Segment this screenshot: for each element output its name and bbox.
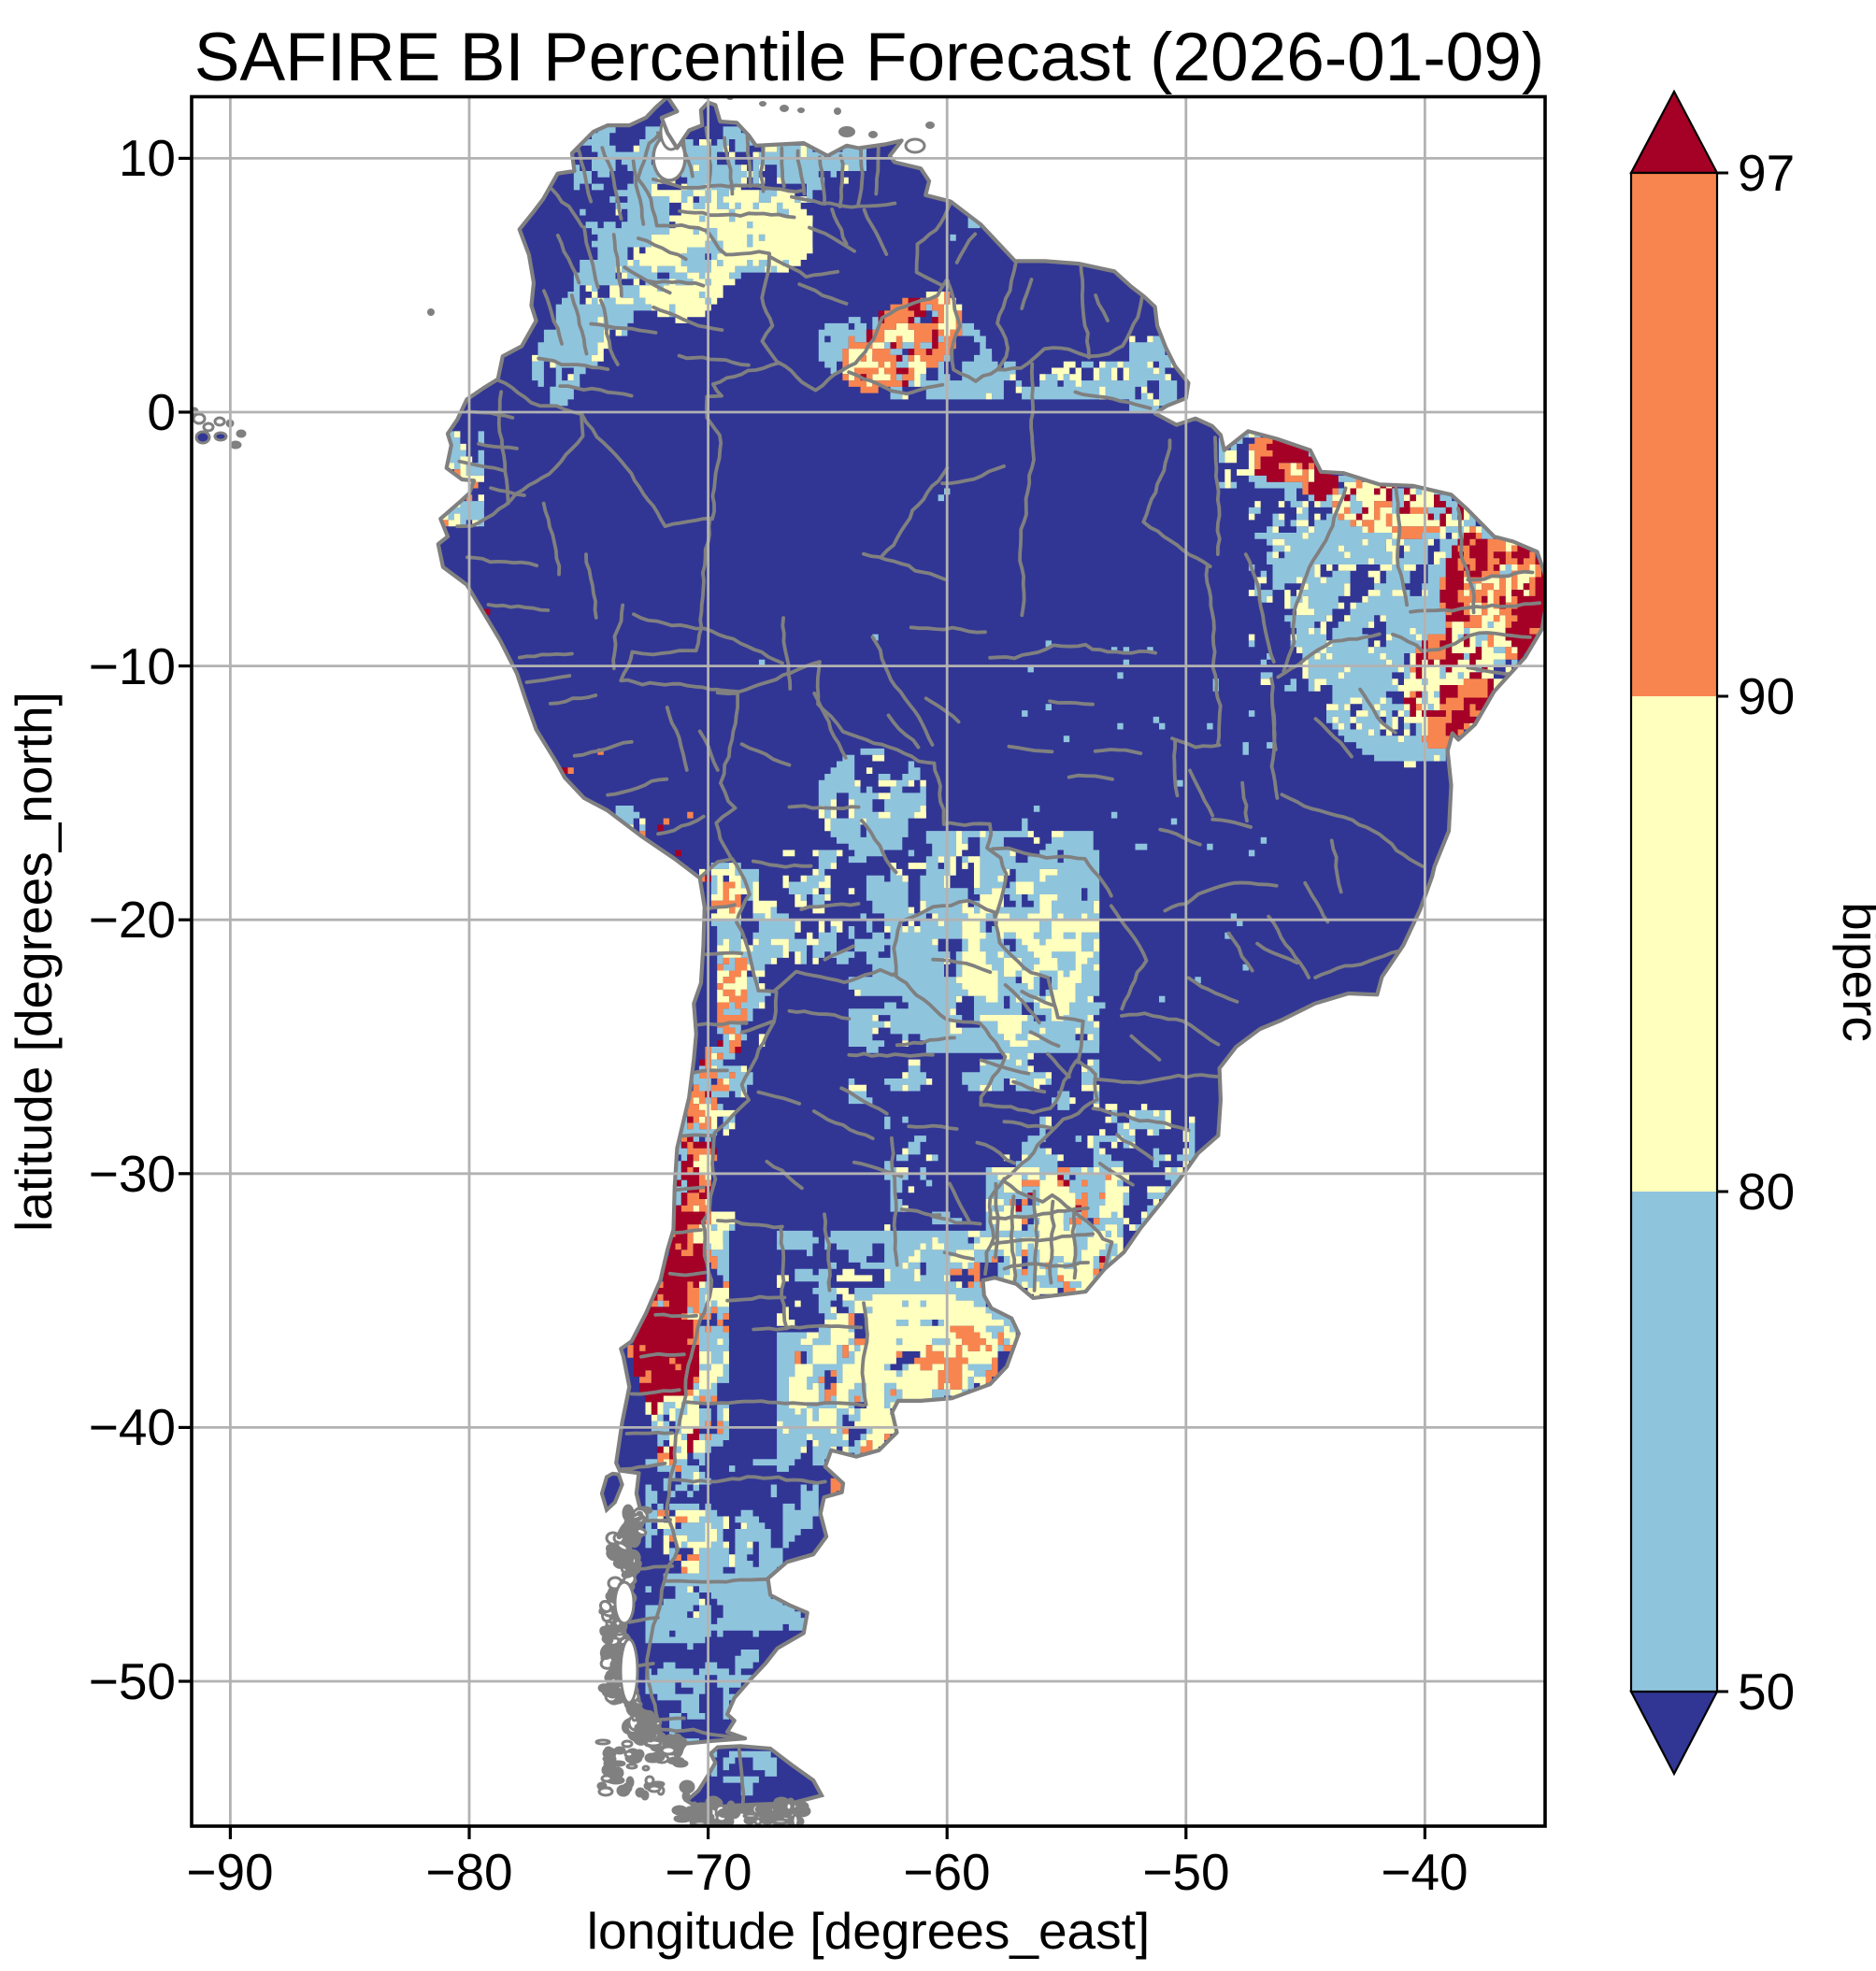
svg-text:−70: −70 bbox=[665, 1843, 752, 1901]
svg-text:latitude [degrees_north]: latitude [degrees_north] bbox=[5, 692, 63, 1232]
svg-text:−40: −40 bbox=[1381, 1843, 1468, 1901]
svg-text:10: 10 bbox=[119, 129, 176, 187]
svg-text:−30: −30 bbox=[89, 1145, 176, 1203]
svg-text:0: 0 bbox=[147, 383, 176, 441]
svg-text:−20: −20 bbox=[89, 891, 176, 949]
svg-text:−50: −50 bbox=[1142, 1843, 1229, 1901]
svg-text:−10: −10 bbox=[89, 637, 176, 695]
svg-text:50: 50 bbox=[1738, 1663, 1795, 1721]
svg-text:97: 97 bbox=[1738, 144, 1795, 202]
svg-text:−90: −90 bbox=[186, 1843, 273, 1901]
svg-text:−60: −60 bbox=[903, 1843, 990, 1901]
svg-text:SAFIRE BI Percentile Forecast: SAFIRE BI Percentile Forecast (2026-01-0… bbox=[194, 20, 1544, 95]
svg-text:90: 90 bbox=[1738, 667, 1795, 725]
svg-text:−50: −50 bbox=[89, 1652, 176, 1710]
svg-text:−40: −40 bbox=[89, 1398, 176, 1456]
svg-text:80: 80 bbox=[1738, 1163, 1795, 1221]
svg-text:longitude [degrees_east]: longitude [degrees_east] bbox=[587, 1902, 1150, 1960]
svg-text:biperc: biperc bbox=[1832, 902, 1876, 1042]
svg-text:−80: −80 bbox=[425, 1843, 512, 1901]
